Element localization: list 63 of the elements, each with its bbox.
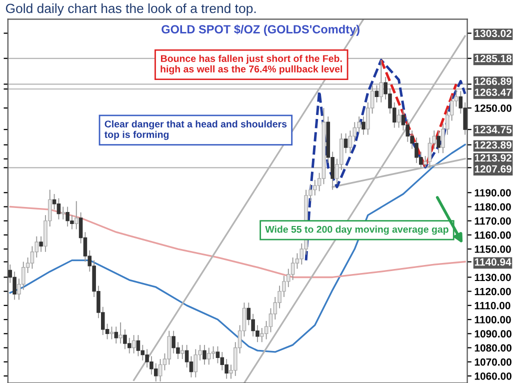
candlestick [140, 344, 145, 361]
candlestick [436, 130, 440, 154]
y-tick-label: 1100.00 [474, 316, 511, 324]
y-tick-label: 1263.47 [474, 88, 512, 96]
candlestick [406, 118, 410, 142]
candlestick [357, 116, 361, 134]
candlestick [118, 322, 122, 344]
candlestick [220, 351, 224, 371]
y-tick-label: 1303.02 [474, 30, 512, 38]
candlestick [211, 346, 216, 360]
y-tick-label: 1250.00 [474, 104, 512, 112]
line-series [9, 144, 466, 353]
y-tick-label: 1234.75 [474, 126, 512, 134]
candlestick [290, 257, 295, 281]
candlestick [260, 328, 264, 343]
candlestick [132, 334, 136, 354]
candlestick [344, 132, 348, 154]
y-tick-label: 1160.00 [474, 231, 511, 239]
y-tick-label: 1060.00 [474, 372, 512, 380]
candlestick [30, 246, 34, 270]
annotation: Bounce has fallen just short of the Feb. high as well as the 76.4% pullback level [160, 54, 342, 74]
candlestick [61, 206, 66, 220]
y-tick-label: 1120.00 [474, 288, 511, 296]
candlestick [114, 326, 118, 344]
chart-title: Gold daily chart has the look of a trend top. [6, 3, 256, 16]
y-tick-label: 1150.00 [474, 246, 511, 253]
candlestick [154, 362, 158, 382]
y-tick-label: 1130.00 [474, 274, 511, 282]
candlestick [136, 334, 140, 357]
annotation: Wide 55 to 200 day moving average gap [265, 226, 448, 235]
y-tick-label: 1180.00 [474, 203, 511, 211]
y-tick-label: 1140.94 [474, 258, 512, 266]
candlestick [56, 198, 61, 220]
y-tick-label: 1070.00 [474, 358, 512, 366]
candlestick [167, 330, 172, 366]
candlestick [74, 200, 78, 230]
y-tick-label: 1266.89 [474, 78, 512, 85]
chart-subtitle: GOLD SPOT $/OZ (GOLDS'Comdty) [162, 24, 360, 36]
y-tick-label: 1170.00 [474, 217, 511, 225]
candlestick [110, 326, 114, 340]
candlestick [216, 346, 220, 364]
candlestick [374, 84, 379, 103]
candlestick [39, 236, 43, 252]
candlestick [184, 344, 189, 368]
y-tick-label: 1213.92 [474, 154, 512, 162]
candlestick [158, 358, 162, 382]
candlestick [348, 130, 352, 154]
y-tick-label: 1080.00 [474, 344, 512, 352]
candlestick [206, 347, 211, 366]
candlestick [180, 344, 184, 360]
candlestick [362, 116, 366, 136]
candlestick [127, 337, 132, 354]
candlestick [202, 344, 206, 366]
annotation: Clear danger that a head and shoulders top is forming [104, 120, 287, 140]
y-tick-label: 1285.18 [474, 54, 512, 62]
y-tick-label: 1223.89 [474, 141, 512, 149]
candlestick [396, 108, 401, 128]
candlestick [194, 348, 198, 378]
y-tick-label: 1207.69 [474, 165, 512, 173]
y-tick-label: 1090.00 [474, 330, 512, 338]
y-tick-label: 1190.00 [474, 189, 511, 196]
candlestick [21, 261, 26, 290]
y-tick-label: 1110.00 [474, 302, 510, 310]
